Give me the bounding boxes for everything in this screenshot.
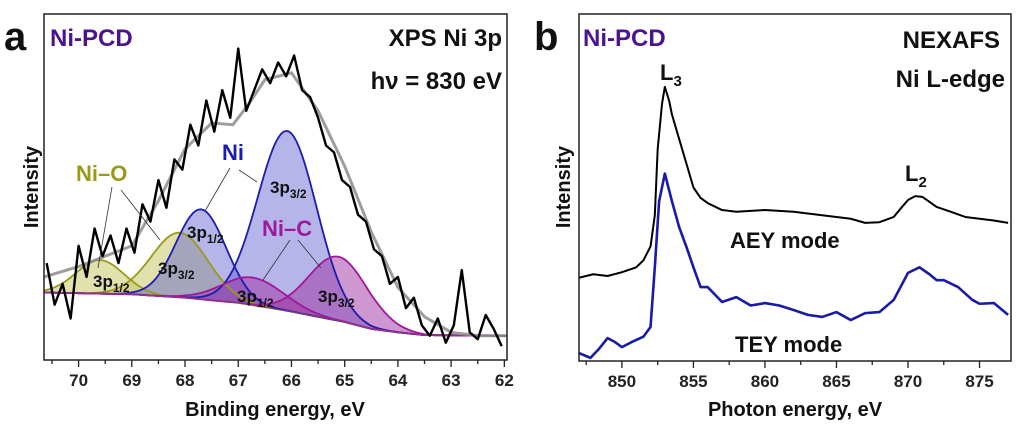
- y-axis-label-a: Intensity: [21, 145, 43, 228]
- x-tick-label: 63: [442, 371, 461, 390]
- component-fill-ni-o-0: [44, 260, 507, 336]
- component-fills: [44, 130, 507, 336]
- sample-label-a: Ni-PCD: [50, 25, 133, 52]
- x-axis-label-a: Binding energy, eV: [185, 399, 365, 421]
- panel-letter-a: a: [4, 15, 27, 59]
- x-tick-label: 67: [229, 371, 248, 390]
- x-tick-label: 70: [69, 371, 88, 390]
- title-line-1-b: NEXAFS: [903, 27, 1000, 54]
- series-label-aey: AEY mode: [730, 228, 840, 253]
- series-label-tey: TEY mode: [735, 332, 842, 357]
- leader-lines: [97, 167, 322, 281]
- x-tick-label: 62: [495, 371, 514, 390]
- x-tick-label: 860: [751, 372, 779, 391]
- x-tick-label: 875: [965, 372, 993, 391]
- x-tick-label: 65: [335, 371, 354, 390]
- group-label-ni-o: Ni–O: [76, 161, 127, 186]
- x-tick-label: 855: [679, 372, 707, 391]
- component-fill-ni-3: [44, 130, 507, 336]
- component-fill-ni-o-1: [44, 232, 507, 336]
- peak-label-l2: L2: [905, 161, 927, 191]
- aey-spectrum-line: [578, 85, 1009, 279]
- leader-line: [297, 239, 322, 269]
- plot-frame-b: [578, 13, 1012, 362]
- sample-label-b: Ni-PCD: [583, 25, 666, 52]
- tey-spectrum-line: [578, 172, 1009, 360]
- leader-line: [120, 189, 161, 241]
- x-tick-label: 66: [282, 371, 301, 390]
- component-label-nic-3p32: 3p3/2: [318, 287, 355, 310]
- y-axis-label-b: Intensity: [553, 145, 575, 228]
- x-tick-label: 69: [122, 371, 141, 390]
- x-axis-label-b: Photon energy, eV: [708, 399, 883, 421]
- component-label-ni-3p32: 3p3/2: [270, 178, 307, 201]
- component-label-nio-3p12: 3p1/2: [93, 272, 130, 295]
- x-tick-label: 850: [608, 372, 636, 391]
- plot-frame-a: [43, 13, 508, 361]
- x-tick-label: 64: [388, 371, 407, 390]
- x-tick-label: 870: [894, 372, 922, 391]
- panel-a-xps: 70 69 68 67 66 65 64 63 62 a Ni-PCD XPS Ni 3p hν…: [4, 13, 514, 421]
- leader-line: [97, 186, 113, 269]
- x-tick-label: 68: [176, 371, 195, 390]
- x-axis-ticks-b: 850 855 860 865 870 875: [585, 361, 994, 391]
- panel-b-nexafs: 850 855 860 865 870 875 b Ni-PCD NEXAFS Ni L-…: [534, 13, 1012, 421]
- title-line-2-a: hν = 830 eV: [371, 68, 502, 95]
- experimental-spectrum-line: [45, 47, 503, 347]
- group-label-ni: Ni: [222, 140, 244, 165]
- title-line-1-a: XPS Ni 3p: [389, 25, 502, 52]
- leader-line: [204, 167, 231, 212]
- group-label-ni-c: Ni–C: [262, 216, 312, 241]
- panel-letter-b: b: [534, 15, 558, 59]
- peak-label-l3: L3: [660, 60, 682, 90]
- component-label-nio-3p32: 3p3/2: [158, 259, 195, 282]
- x-tick-label: 865: [822, 372, 850, 391]
- component-label-ni-3p12: 3p1/2: [187, 223, 224, 246]
- leader-line: [262, 239, 291, 281]
- x-axis-ticks-a: 70 69 68 67 66 65 64 63 62: [51, 360, 514, 390]
- leader-line: [238, 169, 258, 183]
- component-label-nic-3p12: 3p1/2: [237, 287, 274, 310]
- title-line-2-b: Ni L-edge: [896, 66, 1005, 93]
